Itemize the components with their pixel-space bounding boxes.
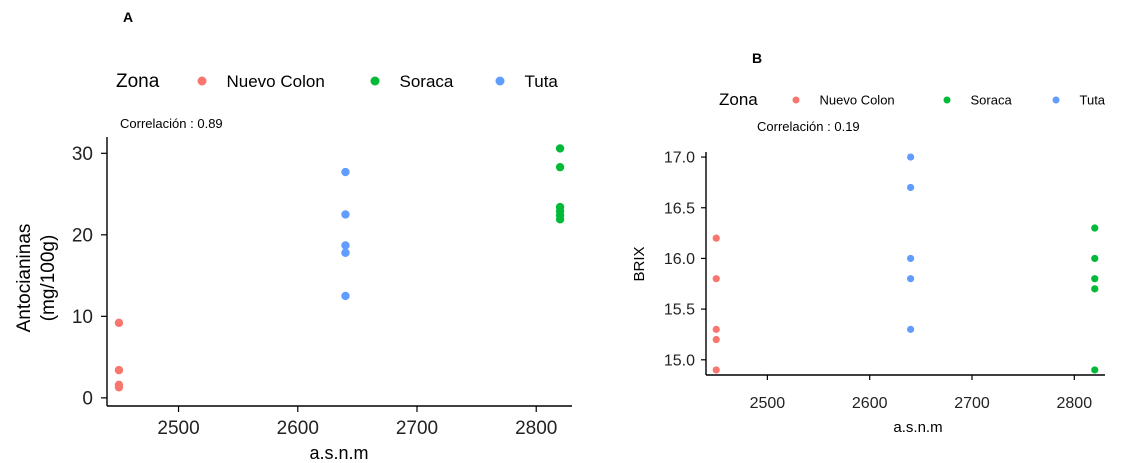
panel-a-legend: Zona Nuevo Colon Soraca Tuta xyxy=(116,71,558,92)
panel-b-x-tick-label: 2500 xyxy=(750,395,786,412)
panel-a-point-soraca xyxy=(555,215,565,224)
panel-a-point-tuta xyxy=(341,210,350,219)
panel-b-correlation-separator: : xyxy=(827,119,831,134)
panel-b-y-tick-label: 17.0 xyxy=(664,150,695,167)
panel-b-correlation-value: 0.19 xyxy=(834,119,859,134)
panel-b-y-tick-label: 15.5 xyxy=(664,302,695,319)
panel-a-point-nuevo-colon xyxy=(114,318,124,328)
panel-a-legend-key-tuta xyxy=(495,76,505,86)
panel-a-correlation-value: 0.89 xyxy=(197,116,222,131)
panel-b-x-tick-label: 2800 xyxy=(1057,395,1093,412)
panel-b-y-tick-label: 15.0 xyxy=(664,352,695,369)
panel-b-legend-label-nuevo-colon: Nuevo Colon xyxy=(820,93,895,108)
panel-b-plot: 15.0 15.5 16.0 16.5 17.0 2500 2600 2700 2800 xyxy=(664,150,1105,412)
panel-a-legend-key-soraca xyxy=(370,76,380,86)
panel-b-legend-label-tuta: Tuta xyxy=(1080,93,1106,108)
panel-b-point-soraca xyxy=(1091,275,1099,283)
panel-b-correlation-label: Correlación xyxy=(757,119,823,134)
panel-a-x-tick-label: 2700 xyxy=(396,418,438,439)
panel-b-correlation: Correlación : 0.19 xyxy=(757,119,860,134)
panel-b-legend-title: Zona xyxy=(719,90,758,109)
panel-a: A Zona Nuevo Colon Soraca Tuta Correlación… xyxy=(14,9,572,463)
panel-b-point-nuevo-colon xyxy=(712,366,720,374)
panel-b: B Zona Nuevo Colon Soraca Tuta Correlación… xyxy=(631,50,1106,436)
panel-b-x-axis-title: a.s.n.m xyxy=(893,419,942,436)
panel-a-y-axis-title-line1: Antocianinas xyxy=(14,224,35,333)
panel-b-point-nuevo-colon xyxy=(712,275,720,283)
panel-b-point-nuevo-colon xyxy=(712,234,720,242)
panel-a-legend-label-soraca: Soraca xyxy=(400,72,454,91)
panel-a-y-tick-label: 30 xyxy=(72,144,93,165)
panel-a-legend-title: Zona xyxy=(116,71,160,92)
panel-a-plot: 0 10 20 30 2500 2600 2700 2800 xyxy=(72,137,572,439)
panel-a-point-tuta xyxy=(341,167,350,177)
panel-b-y-tick-label: 16.0 xyxy=(664,251,695,268)
panel-b-x-tick-label: 2700 xyxy=(954,395,990,412)
panel-a-point-soraca xyxy=(555,162,565,172)
panel-b-point-tuta xyxy=(907,275,915,283)
panel-b-legend-key-soraca xyxy=(943,96,951,104)
panel-b-legend-key-nuevo-colon xyxy=(792,96,800,104)
panel-a-y-tick-label: 10 xyxy=(72,307,93,328)
panel-a-legend-key-nuevo-colon xyxy=(197,76,207,86)
panel-a-legend-label-tuta: Tuta xyxy=(525,72,559,91)
panel-a-x-tick-label: 2500 xyxy=(157,418,199,439)
panel-b-point-tuta xyxy=(907,183,915,192)
panel-b-legend: Zona Nuevo Colon Soraca Tuta xyxy=(719,90,1106,109)
panel-a-legend-label-nuevo-colon: Nuevo Colon xyxy=(227,72,325,91)
panel-b-point-nuevo-colon xyxy=(712,335,720,344)
panel-a-y-axis-title-line2: (mg/100g) xyxy=(38,235,59,322)
panel-a-correlation-label: Correlación xyxy=(120,116,186,131)
panel-a-point-tuta xyxy=(341,241,350,250)
panel-a-correlation-separator: : xyxy=(190,116,194,131)
panel-a-correlation: Correlación : 0.89 xyxy=(120,116,223,131)
panel-b-point-tuta xyxy=(907,153,915,161)
panel-b-point-tuta xyxy=(907,325,915,333)
panel-b-point-soraca xyxy=(1091,285,1099,293)
panel-a-x-tick-label: 2600 xyxy=(277,418,319,439)
panel-b-point-soraca xyxy=(1091,254,1099,263)
panel-a-x-tick-label: 2800 xyxy=(515,418,557,439)
panel-b-point-soraca xyxy=(1091,366,1099,374)
panel-b-y-axis-title: BRIX xyxy=(631,246,648,281)
panel-a-point-tuta xyxy=(341,291,350,301)
panel-b-y-tick-label: 16.5 xyxy=(664,200,695,217)
panel-a-y-tick-label: 0 xyxy=(82,388,93,409)
panel-a-y-axis-title: Antocianinas (mg/100g) xyxy=(14,224,59,333)
panel-a-y-tick-label: 20 xyxy=(72,225,93,246)
panel-a-label: A xyxy=(123,9,133,25)
panel-b-legend-label-soraca: Soraca xyxy=(971,93,1013,108)
panel-a-point-nuevo-colon xyxy=(114,365,124,375)
panel-b-label: B xyxy=(752,50,762,66)
panel-a-point-soraca xyxy=(555,144,565,153)
panel-b-point-soraca xyxy=(1091,224,1099,232)
panel-b-x-tick-label: 2600 xyxy=(852,395,888,412)
panel-a-x-axis-title: a.s.n.m xyxy=(309,443,368,463)
panel-a-point-tuta xyxy=(341,248,350,257)
panel-b-y-axis-title-line1: BRIX xyxy=(631,246,648,281)
panel-b-point-tuta xyxy=(907,254,915,263)
panel-a-point-nuevo-colon xyxy=(114,383,124,392)
panel-b-legend-key-tuta xyxy=(1052,96,1060,104)
panel-b-point-nuevo-colon xyxy=(712,325,720,333)
